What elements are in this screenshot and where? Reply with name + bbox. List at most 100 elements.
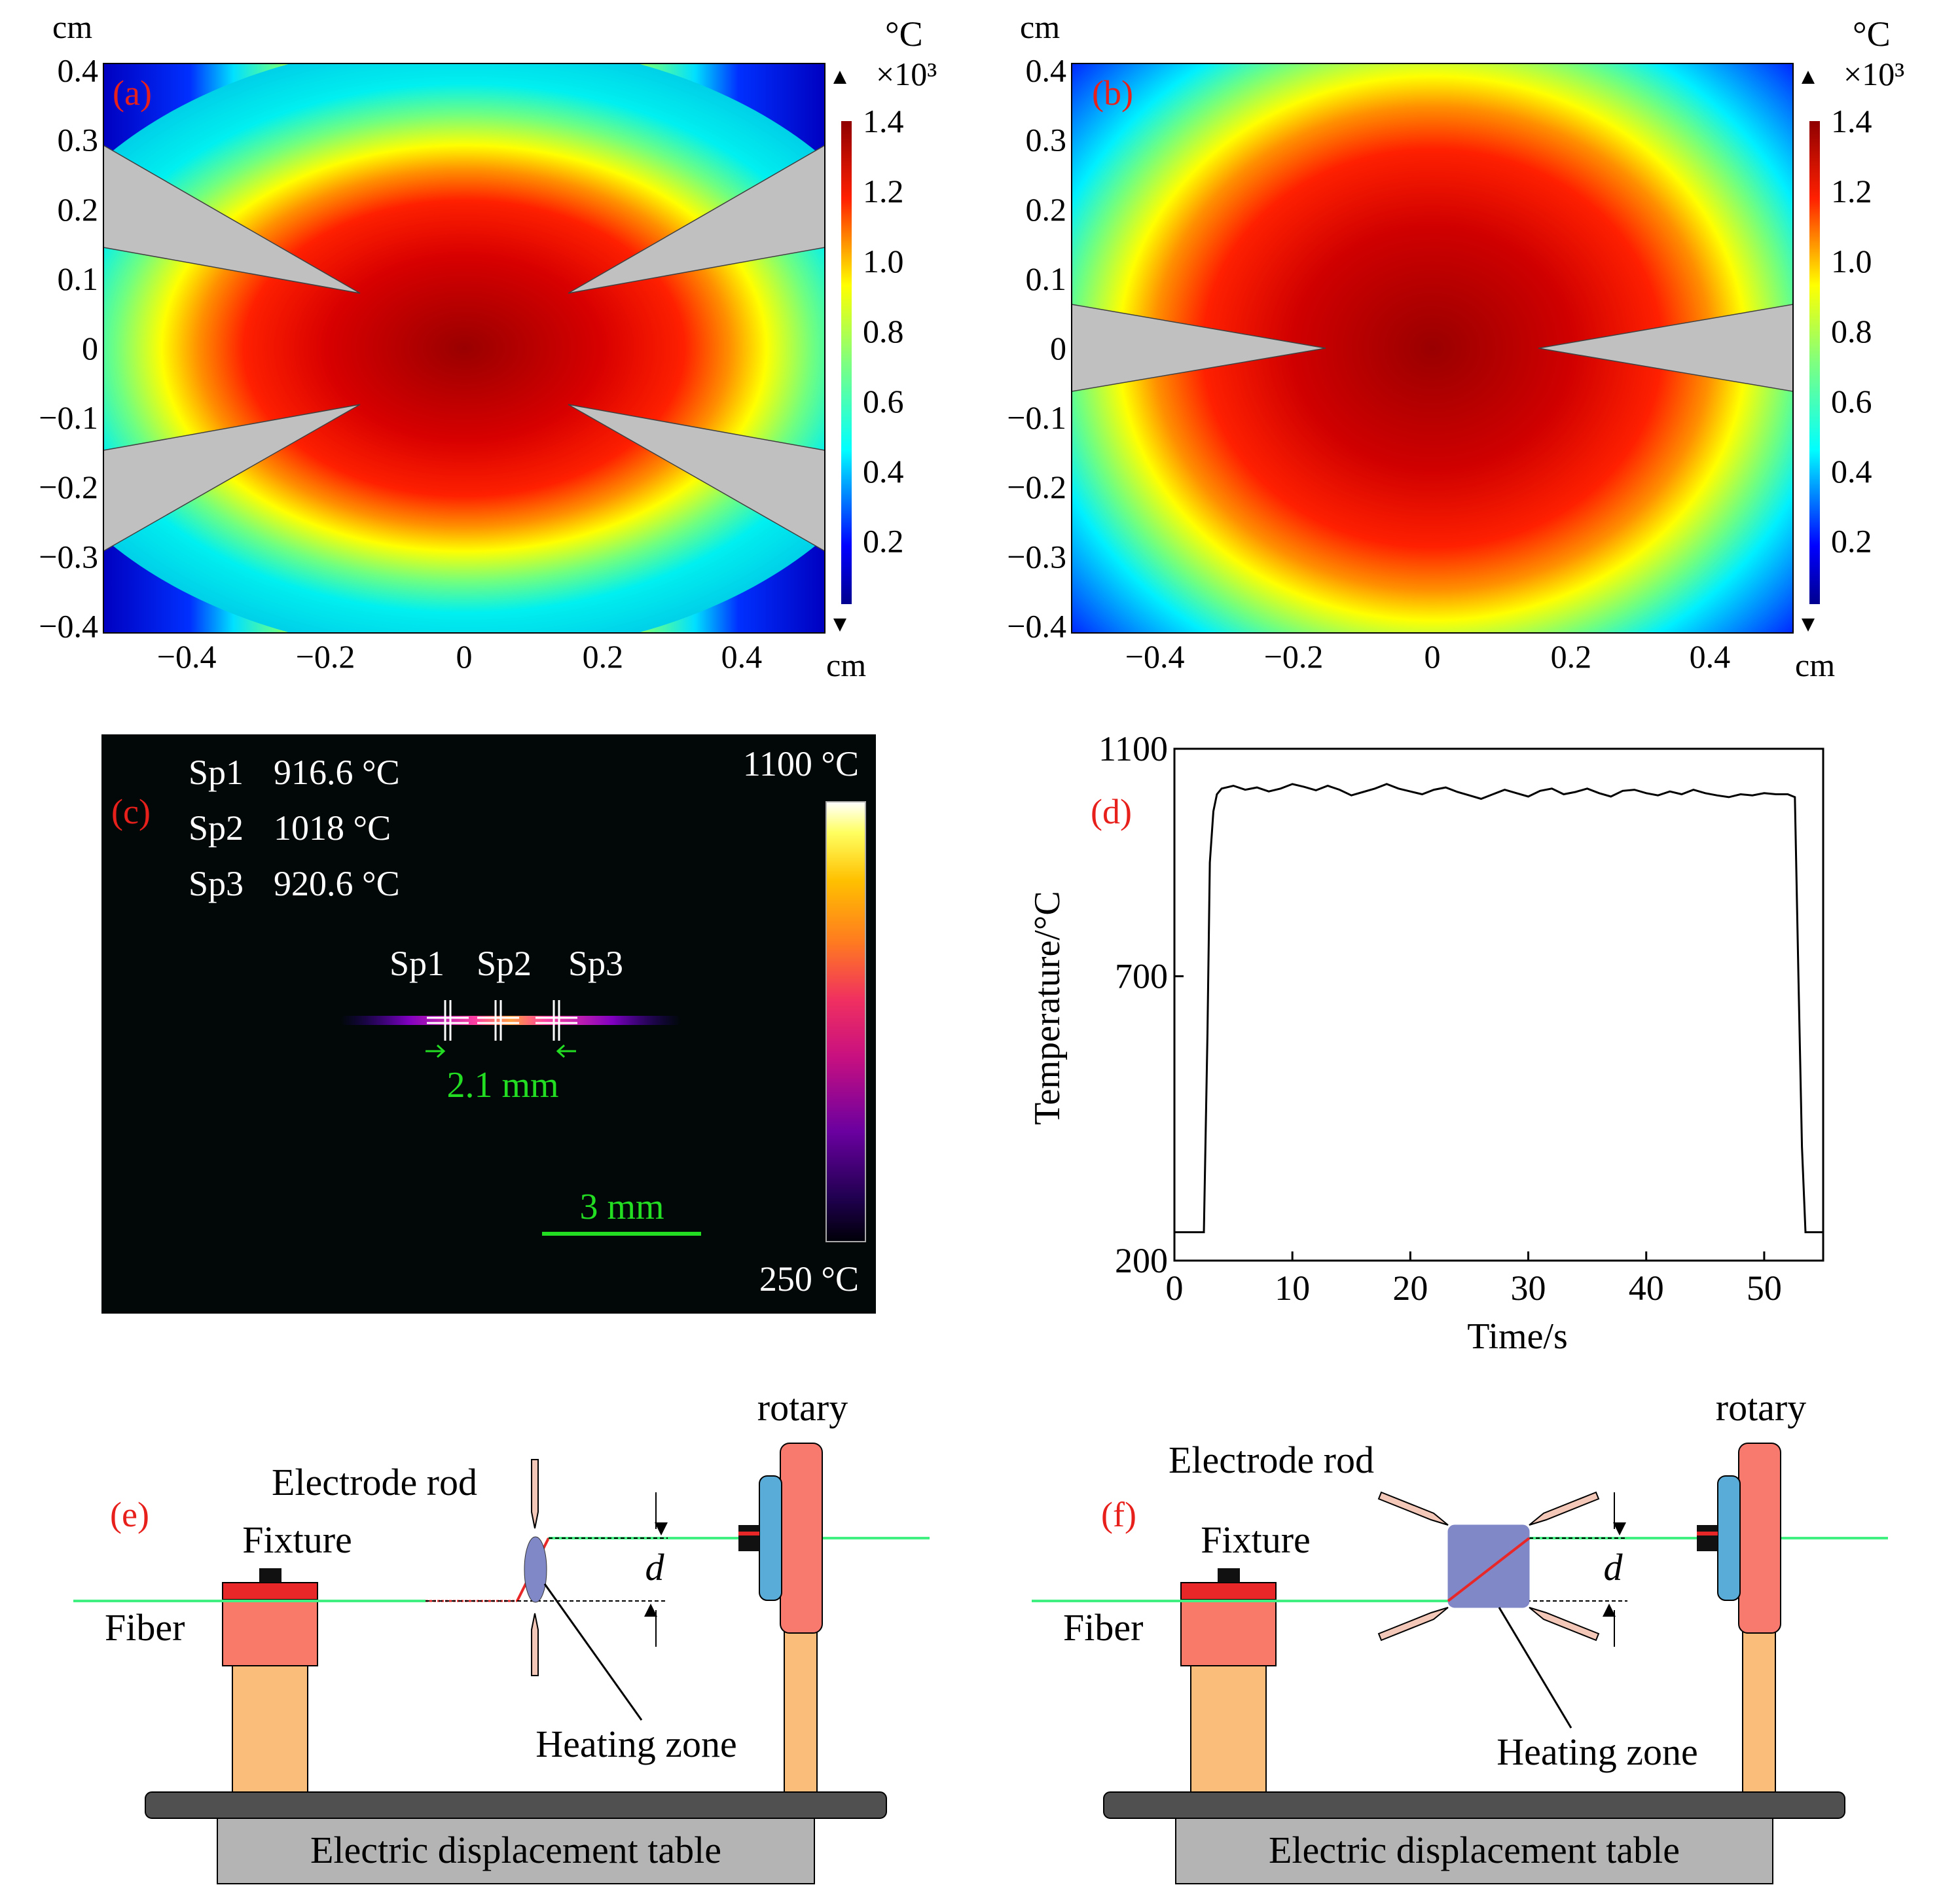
- rotary-post-e: [784, 1629, 818, 1793]
- panel-label-d: (d): [1091, 792, 1132, 831]
- colorbar-b-top-arrow: [1802, 71, 1815, 84]
- x-tick-label: 0: [1166, 1268, 1184, 1308]
- colorbar-b: [1809, 121, 1820, 604]
- rotary-disc-f: [1717, 1475, 1741, 1601]
- table-label-e: Electric displacement table: [310, 1829, 721, 1871]
- x-tick-label: 0: [1424, 638, 1441, 675]
- y-tick-label: −0.2: [1007, 469, 1066, 505]
- gap-arrows: [426, 1044, 576, 1058]
- panel-f: (f) Electric displacement table Fixture …: [1032, 1386, 1888, 1884]
- y-tick-label: 0.1: [1026, 260, 1067, 297]
- electrode-lower-e: [531, 1613, 539, 1676]
- colorbar-tick-label: 0.8: [1831, 313, 1872, 350]
- rotary-body-f: [1738, 1443, 1781, 1634]
- reading-sp2-value: 1018 °C: [274, 808, 391, 848]
- fixture-clamp-e: [222, 1582, 318, 1600]
- rotary-label-e: rotary: [757, 1386, 848, 1429]
- y-tick-label: −0.1: [1007, 399, 1066, 436]
- x-tick-label: 0.2: [583, 638, 624, 675]
- y-tick-label: 0: [82, 330, 98, 367]
- electrode-lower-left-f: [1377, 1607, 1449, 1642]
- crosshair-sp1-icon: [427, 1000, 469, 1041]
- fixture-post-f: [1190, 1665, 1267, 1793]
- x-tick-label: −0.4: [1125, 638, 1185, 675]
- fiber-label-f: Fiber: [1063, 1606, 1143, 1649]
- crosshairs: [427, 1000, 577, 1041]
- colorbar-tick-label: 1.2: [863, 173, 904, 209]
- colorbar-a-ticks: 1.4 1.2 1.0 0.8 0.6 0.4 0.2: [863, 103, 904, 560]
- fiber-taper-f: [1447, 1537, 1531, 1602]
- y-tick-label: 1100: [1098, 729, 1168, 768]
- reading-sp1-name: Sp1: [189, 753, 244, 792]
- axis-unit-a-x: cm: [826, 647, 866, 683]
- panel-a: (a) cm cm 0.4 0.3 0.2 0.1 0 −0.1 −0.2 −0.3 −0.4 …: [39, 9, 937, 683]
- chart-ylabel: Temperature/°C: [1027, 891, 1068, 1124]
- y-tick-label: 700: [1115, 957, 1168, 996]
- panel-d: (d) 0 10 20 30 40 50 200 700 1100 Time/s Tempera…: [1027, 729, 1824, 1357]
- marker-sp2: Sp2: [477, 944, 532, 983]
- scalebar-label: 3 mm: [579, 1187, 664, 1227]
- x-tick-label: 20: [1392, 1268, 1428, 1308]
- chart-ticks: 0 10 20 30 40 50 200 700 1100: [1098, 729, 1782, 1308]
- y-tick-label: 0.4: [58, 52, 99, 89]
- colorbar-exponent-b: ×10³: [1843, 56, 1904, 92]
- x-tick-label: 30: [1511, 1268, 1546, 1308]
- y-ticks-b: 0.4 0.3 0.2 0.1 0 −0.1 −0.2 −0.3 −0.4: [1007, 52, 1066, 645]
- heatmap-a-field: [103, 63, 825, 633]
- heatmap-b-field: [1072, 63, 1793, 633]
- y-tick-label: 0.4: [1026, 52, 1067, 89]
- x-tick-label: 0.4: [721, 638, 763, 675]
- colorbar-tick-label: 1.0: [1831, 243, 1872, 279]
- heating-zone-e: [524, 1536, 547, 1603]
- heating-label-e: Heating zone: [535, 1723, 737, 1765]
- y-ticks-a: 0.4 0.3 0.2 0.1 0 −0.1 −0.2 −0.3 −0.4: [39, 52, 98, 645]
- rotary-disc-e: [759, 1475, 782, 1601]
- x-ticks-b: −0.4 −0.2 0 0.2 0.4: [1125, 638, 1730, 675]
- fiber-label-e: Fiber: [105, 1606, 185, 1649]
- displacement-table-rail-e: [145, 1791, 887, 1819]
- d-label-e: d: [645, 1546, 665, 1589]
- colorbar-tick-label: 0.4: [1831, 453, 1872, 490]
- d-label-f: d: [1604, 1546, 1624, 1589]
- panel-b: (b) cm cm 0.4 0.3 0.2 0.1 0 −0.1 −0.2 −0.3 −0.4 …: [1007, 9, 1904, 683]
- fixture-knob-f: [1218, 1568, 1240, 1583]
- rotary-clamp-e: [738, 1525, 759, 1551]
- displacement-table-f: [1175, 1818, 1773, 1884]
- displacement-table-e: [217, 1818, 815, 1884]
- fixture-body-f: [1180, 1596, 1277, 1666]
- heating-label-f: Heating zone: [1497, 1731, 1698, 1773]
- colorbar-a-bottom-arrow: [833, 619, 846, 632]
- colorbar-exponent-a: ×10³: [876, 56, 937, 92]
- y-tick-label: 0.1: [58, 260, 99, 297]
- colorbar-b-ticks: 1.4 1.2 1.0 0.8 0.6 0.4 0.2: [1831, 103, 1872, 560]
- panel-c: (c) Sp1 916.6 °C Sp2 1018 °C Sp3 920.6 °…: [101, 734, 876, 1314]
- x-tick-label: −0.2: [1264, 638, 1324, 675]
- y-tick-label: −0.1: [39, 399, 98, 436]
- electrode-label-e: Electrode rod: [272, 1461, 477, 1503]
- axis-unit-b-x: cm: [1795, 647, 1835, 683]
- heating-pointer-e: [543, 1583, 643, 1721]
- rotary-clamp-red-e: [738, 1532, 759, 1536]
- plot-frame-d: [1173, 747, 1824, 1262]
- heating-pointer-f: [1498, 1607, 1572, 1729]
- thermal-colorbar: [825, 801, 866, 1242]
- fixture-post-e: [232, 1665, 308, 1793]
- y-tick-label: 0.2: [1026, 191, 1067, 228]
- scalebar: [542, 1232, 701, 1236]
- colorbar-tick-label: 0.4: [863, 453, 904, 490]
- colorbar-b-bottom-arrow: [1802, 619, 1815, 632]
- y-tick-label: −0.3: [1007, 538, 1066, 575]
- y-tick-label: 0.3: [58, 122, 99, 158]
- colorbar-a-top-arrow: [833, 71, 846, 84]
- heating-zone-f: [1447, 1524, 1530, 1608]
- y-tick-label: −0.3: [39, 538, 98, 575]
- colorbar-tick-label: 1.2: [1831, 173, 1872, 209]
- x-tick-label: −0.2: [296, 638, 355, 675]
- x-tick-label: 50: [1747, 1268, 1782, 1308]
- thermal-scale-min: 250 °C: [759, 1259, 859, 1299]
- colorbar-unit-a: °C: [885, 14, 923, 54]
- x-ticks-a: −0.4 −0.2 0 0.2 0.4: [157, 638, 762, 675]
- marker-sp3: Sp3: [568, 944, 623, 983]
- colorbar-tick-label: 0.2: [1831, 523, 1872, 560]
- reading-sp1-value: 916.6 °C: [274, 753, 400, 792]
